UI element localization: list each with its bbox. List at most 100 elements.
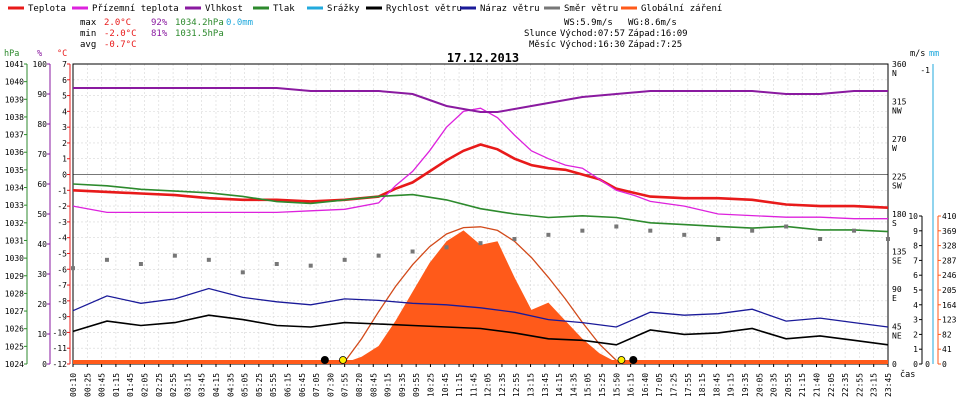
axis-x-label-41: 17:05 (655, 373, 664, 397)
series-wind-dir-point-12 (478, 241, 483, 246)
axis-mm-label-0: -1 (920, 66, 930, 75)
sun-marker-1 (617, 356, 626, 364)
axis-dir-name-0: N (892, 69, 897, 78)
axis-x-label-21: 08:45 (369, 373, 378, 397)
axis-x-label-9: 03:45 (198, 373, 207, 397)
axis-rad-label-5: 205 (942, 286, 957, 295)
axis-pct-label-3: 70 (37, 150, 47, 159)
axis-x-label-55: 22:55 (855, 373, 864, 397)
axis-hpa-label-2: 1039 (5, 95, 24, 104)
stats-block: max 2.0°C 92% 1034.2hPa 0.0mm min -2.0°C… (80, 18, 688, 50)
axis-x-label-28: 11:45 (469, 373, 478, 397)
axis-temp-label-19: -12 (53, 360, 68, 369)
axis-ms-label-2: 8 (913, 242, 918, 251)
axis-temp-label-8: -1 (57, 186, 67, 195)
stat-avg-label: avg (80, 40, 96, 50)
axis-hpa-label-8: 1033 (5, 201, 24, 210)
axis-x-label-50: 20:55 (784, 373, 793, 397)
axis-x-label-13: 05:25 (255, 373, 264, 397)
axis-dir-name-4: S (892, 219, 897, 228)
grid (72, 63, 889, 365)
sun-label: Slunce (524, 29, 557, 39)
moon-marker-0 (320, 356, 329, 364)
series-wind-dir-point-6 (274, 262, 279, 266)
axis-x-label-51: 21:15 (798, 373, 807, 397)
legend-label-5: Rychlost větru (386, 4, 462, 14)
axis-temp-label-17: -10 (53, 328, 68, 337)
series-wind-dir-point-11 (444, 245, 449, 250)
axis-mm-label-1: 0 (925, 360, 930, 369)
stat-max-press: 1034.2hPa (175, 18, 224, 28)
axis-ms-label-5: 5 (913, 286, 918, 295)
axis-temp-label-5: 2 (62, 139, 67, 148)
axis-temp-label-1: 6 (62, 76, 67, 85)
axis-ms-label-3: 7 (913, 256, 918, 265)
axis-x-label-3: 01:15 (112, 373, 121, 397)
axes: 1041104010391038103710361035103410331032… (5, 60, 957, 397)
series-wind-dir-point-0 (71, 266, 75, 271)
series-wind-dir-point-20 (750, 228, 755, 233)
axis-hpa-label-16: 1025 (5, 342, 24, 351)
axis-x-label-47: 19:35 (741, 373, 750, 397)
axis-dir-name-2: W (892, 144, 897, 153)
series-wind-dir-point-21 (784, 224, 789, 229)
stat-min-temp: -2.0°C (104, 29, 137, 39)
axis-x-label-30: 12:35 (498, 373, 507, 397)
axis-x-label-49: 20:35 (770, 373, 779, 397)
axis-rad-label-8: 82 (942, 330, 952, 339)
axis-temp-label-11: -4 (57, 234, 67, 243)
axis-dir-name-5: SE (892, 257, 902, 266)
axis-pct-label-0: 100 (33, 60, 48, 69)
axis-x-label-17: 07:05 (312, 373, 321, 397)
axis-hpa-label-10: 1031 (5, 236, 24, 245)
wind-wg: WG:8.6m/s (628, 18, 677, 28)
axis-x-label-6: 02:25 (155, 373, 164, 397)
axis-dir-name-6: E (892, 294, 897, 303)
stat-min-hum: 81% (151, 29, 168, 39)
axis-temp-label-4: 3 (62, 123, 67, 132)
axis-pct-label-1: 90 (37, 90, 47, 99)
stat-max-rain: 0.0mm (226, 18, 253, 28)
wind-ws: WS:5.9m/s (564, 18, 613, 28)
axis-temp-label-10: -3 (57, 218, 67, 227)
axis-x-label-39: 16:15 (627, 373, 636, 397)
axis-x-label-44: 18:15 (698, 373, 707, 397)
axis-pct-label-5: 50 (37, 210, 47, 219)
axis-pct-label-9: 10 (37, 330, 47, 339)
radiation-baseline (73, 360, 888, 364)
axis-x-label-27: 11:15 (455, 373, 464, 397)
axis-ms-label-1: 9 (913, 227, 918, 236)
axis-temp-label-15: -8 (57, 297, 67, 306)
axis-x-label-24: 09:55 (412, 373, 421, 397)
axis-temp-label-16: -9 (57, 313, 67, 322)
axis-dir-name-3: SW (892, 182, 902, 191)
radiation-layer (73, 226, 888, 365)
series-line-2 (73, 87, 888, 113)
moon-set: Západ:7:25 (628, 40, 682, 50)
stat-max-label: max (80, 18, 97, 28)
axis-rad-label-4: 246 (942, 271, 957, 280)
axis-mm-unit: mm (929, 49, 939, 59)
sun-markers (320, 356, 638, 364)
series-wind-dir-point-10 (410, 249, 415, 254)
axis-ms-label-8: 2 (913, 330, 918, 339)
axis-dir-label-8: 0 (892, 360, 897, 369)
axis-x-label-31: 12:55 (512, 373, 521, 397)
legend: Teplota Přízemní teplota Vlhkost Tlak Srážky… (8, 4, 722, 14)
axis-x-label-5: 02:05 (140, 373, 149, 397)
legend-label-8: Globální záření (641, 4, 722, 14)
axis-ms-label-6: 4 (913, 301, 918, 310)
axis-dir-label-1: 315 (892, 98, 907, 107)
axis-dir-label-0: 360 (892, 60, 907, 69)
stat-min-label: min (80, 29, 96, 39)
axis-temp-label-0: 7 (62, 60, 67, 69)
series-line-8 (342, 226, 622, 365)
axis-temp-label-18: -11 (53, 344, 68, 353)
axis-dir-label-4: 180 (892, 210, 907, 219)
axis-ms-label-4: 6 (913, 271, 918, 280)
axis-x-label-12: 05:05 (241, 373, 250, 397)
series-line-5 (72, 287, 889, 328)
stat-min-press: 1031.5hPa (175, 29, 224, 39)
